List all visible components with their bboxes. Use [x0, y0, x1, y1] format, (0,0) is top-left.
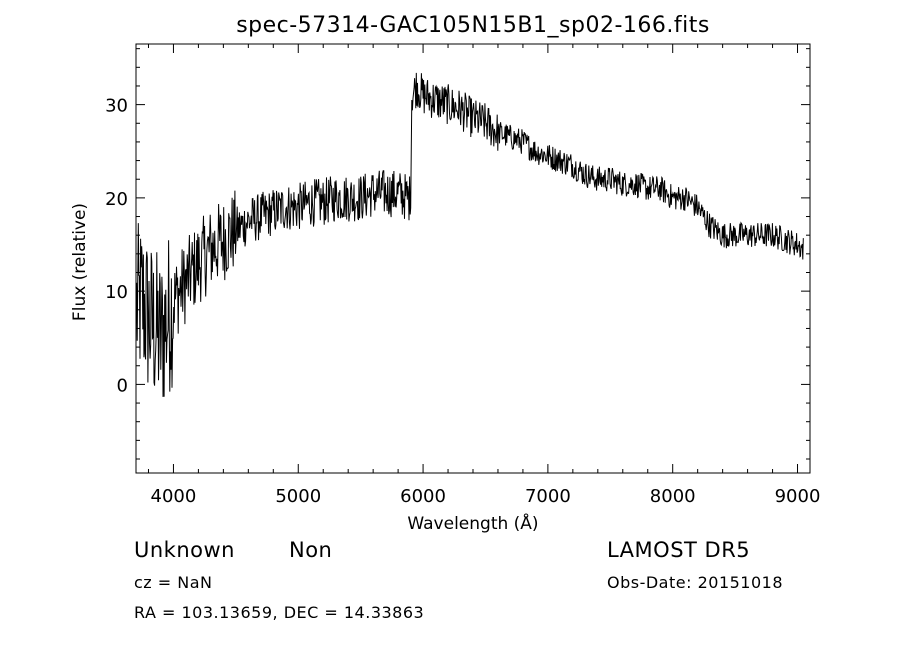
spectrum-line	[136, 72, 804, 397]
coordinates-text: RA = 103.13659, DEC = 14.33863	[134, 603, 425, 622]
y-tick-label: 0	[117, 375, 128, 396]
y-tick-label: 20	[105, 189, 128, 210]
x-tick-label: 9000	[775, 486, 821, 507]
x-tick-label: 6000	[400, 486, 446, 507]
x-tick-label: 7000	[525, 486, 571, 507]
redshift-text: cz = NaN	[134, 573, 213, 592]
survey-name: LAMOST DR5	[607, 538, 751, 562]
chart-title: spec-57314-GAC105N15B1_sp02-166.fits	[236, 13, 710, 38]
y-axis-label: Flux (relative)	[70, 203, 90, 321]
y-tick-label: 10	[105, 282, 128, 303]
x-tick-label: 5000	[275, 486, 321, 507]
x-tick-label: 4000	[151, 486, 197, 507]
y-tick-label: 30	[105, 96, 128, 117]
x-axis-label: Wavelength (Å)	[407, 512, 538, 534]
x-tick-label: 8000	[650, 486, 696, 507]
object-class: Unknown	[134, 538, 235, 562]
obs-date-text: Obs-Date: 20151018	[607, 573, 784, 592]
object-subclass: Non	[289, 538, 333, 562]
